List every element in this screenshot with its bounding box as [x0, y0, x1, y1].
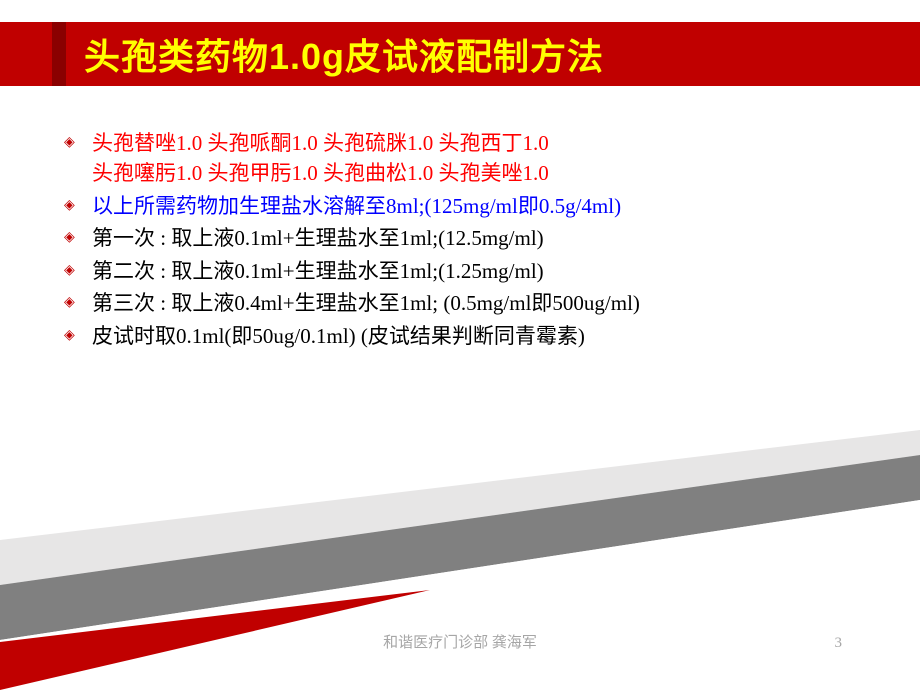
diamond-bullet-icon: ◈: [64, 321, 92, 351]
diamond-bullet-icon: ◈: [64, 191, 92, 221]
bullet-text: 皮试时取0.1ml(即50ug/0.1ml) (皮试结果判断同青霉素): [92, 321, 880, 351]
bullet-item: ◈ 第一次 : 取上液0.1ml+生理盐水至1ml;(12.5mg/ml): [64, 223, 880, 253]
diamond-bullet-icon: ◈: [64, 256, 92, 286]
bullet-item: ◈ 皮试时取0.1ml(即50ug/0.1ml) (皮试结果判断同青霉素): [64, 321, 880, 351]
bullet-text: 第三次 : 取上液0.4ml+生理盐水至1ml; (0.5mg/ml即500ug…: [92, 288, 880, 318]
bullet-text: 第二次 : 取上液0.1ml+生理盐水至1ml;(1.25mg/ml): [92, 256, 880, 286]
content-area: ◈ 头孢替唑1.0 头孢哌酮1.0 头孢硫脒1.0 头孢西丁1.0 头孢噻肟1.…: [64, 128, 880, 353]
bullet-item: ◈ 以上所需药物加生理盐水溶解至8ml;(125mg/ml即0.5g/4ml): [64, 191, 880, 221]
bullet-text: 头孢替唑1.0 头孢哌酮1.0 头孢硫脒1.0 头孢西丁1.0 头孢噻肟1.0 …: [92, 128, 880, 189]
bullet-item: ◈ 第二次 : 取上液0.1ml+生理盐水至1ml;(1.25mg/ml): [64, 256, 880, 286]
diamond-bullet-icon: ◈: [64, 128, 92, 158]
title-bar: 头孢类药物1.0g皮试液配制方法: [0, 22, 920, 86]
page-number: 3: [835, 635, 843, 652]
diamond-bullet-icon: ◈: [64, 288, 92, 318]
bullet-item: ◈ 头孢替唑1.0 头孢哌酮1.0 头孢硫脒1.0 头孢西丁1.0 头孢噻肟1.…: [64, 128, 880, 189]
footer-text: 和谐医疗门诊部 龚海军: [0, 631, 920, 652]
diamond-bullet-icon: ◈: [64, 223, 92, 253]
bullet-text: 第一次 : 取上液0.1ml+生理盐水至1ml;(12.5mg/ml): [92, 223, 880, 253]
title-accent: [52, 22, 66, 86]
bullet-text: 以上所需药物加生理盐水溶解至8ml;(125mg/ml即0.5g/4ml): [92, 191, 880, 221]
slide-title: 头孢类药物1.0g皮试液配制方法: [84, 28, 604, 80]
bullet-item: ◈ 第三次 : 取上液0.4ml+生理盐水至1ml; (0.5mg/ml即500…: [64, 288, 880, 318]
